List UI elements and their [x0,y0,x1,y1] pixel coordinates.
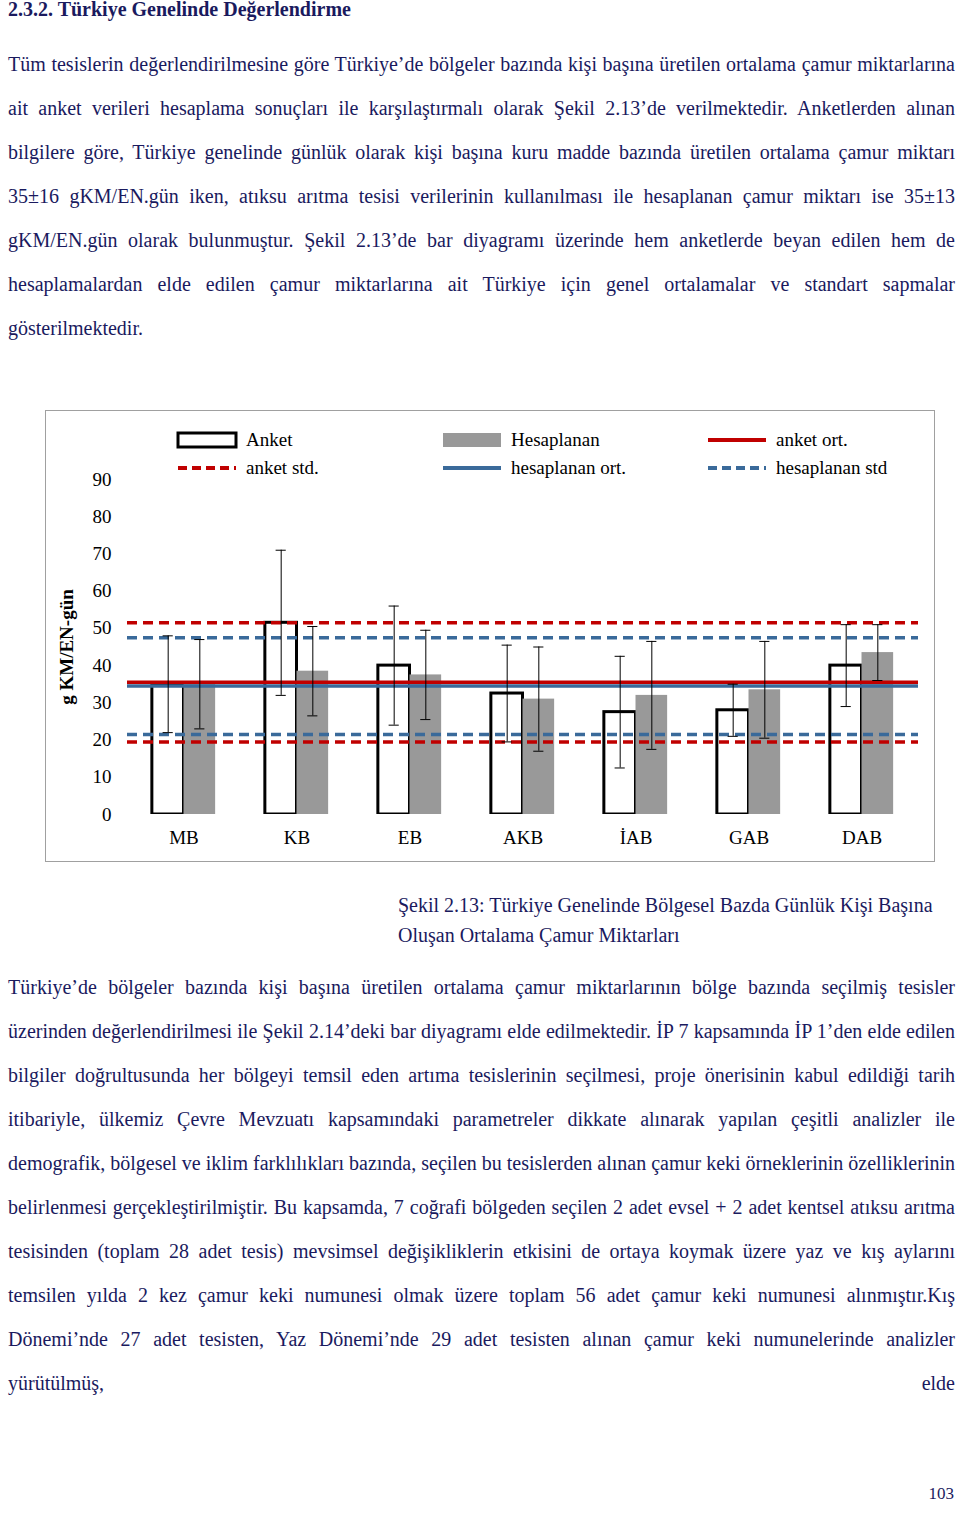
html-text:anket ort.: anket ort. [776,429,848,450]
svg-text:AKB: AKB [503,827,543,848]
svg-text:İAB: İAB [620,827,653,848]
svg-text:60: 60 [93,580,112,601]
html-text:anket std.: anket std. [246,457,319,478]
svg-text:70: 70 [93,543,112,564]
svg-text:40: 40 [93,655,112,676]
svg-text:50: 50 [93,617,112,638]
html-text:Anket: Anket [246,429,293,450]
svg-text:90: 90 [93,469,112,490]
html-text:Tüm tesislerin değerlendirilme: Tüm tesislerin değerlendirilmesine göre … [8,53,955,339]
svg-text:80: 80 [93,506,112,527]
svg-text:20: 20 [93,729,112,750]
html-text:hesaplanan std: hesaplanan std [776,457,888,478]
svg-text:GAB: GAB [729,827,769,848]
svg-text:MB: MB [169,827,199,848]
svg-text:DAB: DAB [842,827,882,848]
html-text:hesaplanan ort.: hesaplanan ort. [511,457,626,478]
html-text:103: 103 [928,1484,954,1503]
svg-text:10: 10 [93,766,112,787]
html-text:Hesaplanan: Hesaplanan [511,429,600,450]
svg-text:KB: KB [284,827,310,848]
svg-text:EB: EB [398,827,422,848]
svg-text:30: 30 [93,692,112,713]
html-text:Şekil 2.13: Türkiye Genelinde: Şekil 2.13: Türkiye Genelinde Bölgesel B… [398,894,933,946]
svg-text:g KM/EN-gün: g KM/EN-gün [56,589,77,705]
svg-text:0: 0 [102,804,112,825]
html-text:Türkiye’de bölgeler bazında ki: Türkiye’de bölgeler bazında kişi başına … [8,976,955,1394]
